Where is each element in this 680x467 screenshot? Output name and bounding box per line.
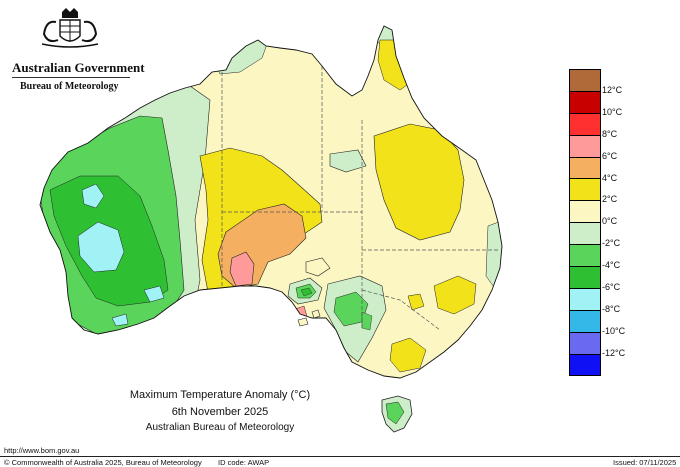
map-source: Australian Bureau of Meteorology <box>145 422 295 433</box>
footer-divider <box>0 456 680 457</box>
map-date: 6th November 2025 <box>171 406 269 418</box>
legend-swatch <box>570 157 600 180</box>
legend-swatch <box>570 70 600 92</box>
legend-swatch <box>570 245 600 268</box>
legend-swatch <box>570 113 600 136</box>
bureau-title: Bureau of Meteorology <box>20 81 119 92</box>
legend-label: 10°C <box>602 106 623 117</box>
map-title: Maximum Temperature Anomaly (°C) <box>129 389 311 401</box>
legend-swatch <box>570 223 600 246</box>
legend-label: -6°C <box>602 282 621 292</box>
color-legend <box>569 69 601 377</box>
legend-swatch <box>570 135 600 158</box>
legend-swatch <box>570 179 600 202</box>
legend-label: 6°C <box>602 150 618 161</box>
legend-swatch <box>570 288 600 311</box>
legend-swatch <box>570 201 600 224</box>
legend-label: -10°C <box>602 325 626 336</box>
legend-swatch <box>570 354 600 377</box>
legend-label: -12°C <box>602 347 626 358</box>
legend-label: 4°C <box>602 172 618 183</box>
legend-swatch <box>570 310 600 333</box>
government-title: Australian Government <box>12 60 145 75</box>
legend-label: 0°C <box>602 216 618 227</box>
footer-issued: Issued: 07/11/2025 <box>613 458 677 467</box>
legend-label: 8°C <box>602 128 618 139</box>
legend-swatch <box>570 267 600 289</box>
footer-id-code: ID code: AWAP <box>218 458 270 467</box>
legend-label: 2°C <box>602 194 618 205</box>
legend-label: -2°C <box>602 238 621 249</box>
title-divider <box>12 77 130 78</box>
footer-copyright: © Commonwealth of Australia 2025, Bureau… <box>4 458 202 467</box>
legend-swatch <box>570 332 600 355</box>
legend-swatch <box>570 91 600 114</box>
legend-label: -4°C <box>602 260 621 271</box>
footer-url[interactable]: http://www.bom.gov.au <box>4 446 80 455</box>
legend-label: -8°C <box>602 303 621 314</box>
legend-label: 12°C <box>602 84 623 95</box>
coat-of-arms-icon <box>41 8 99 48</box>
